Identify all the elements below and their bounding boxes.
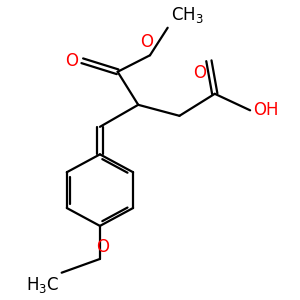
Text: CH$_3$: CH$_3$ [171, 5, 203, 25]
Text: O: O [193, 64, 206, 82]
Text: OH: OH [253, 101, 279, 119]
Text: O: O [96, 238, 110, 256]
Text: O: O [65, 52, 78, 70]
Text: O: O [141, 33, 154, 51]
Text: H$_3$C: H$_3$C [26, 275, 59, 296]
